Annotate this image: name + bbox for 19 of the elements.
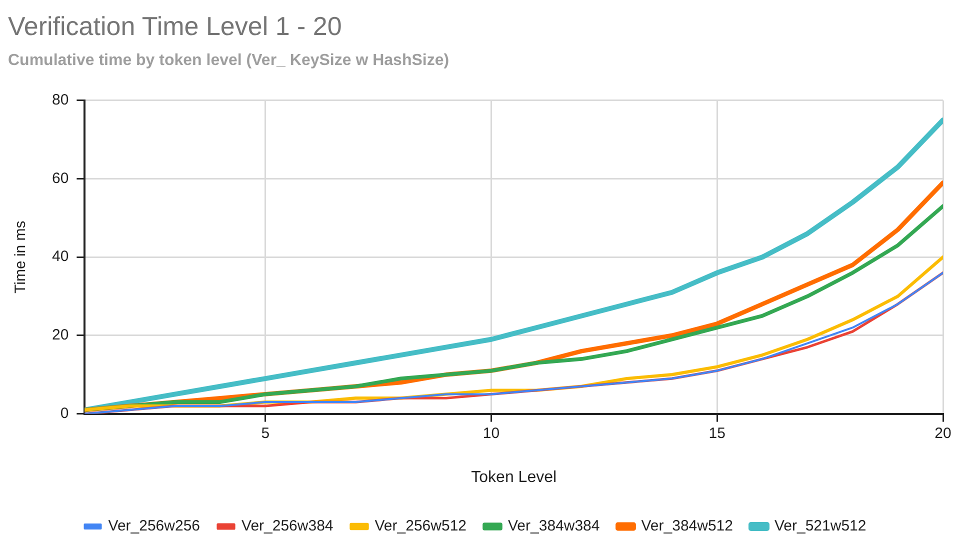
- x-axis-title: Token Level: [471, 468, 557, 486]
- legend-label: Ver_521w512: [774, 518, 866, 535]
- y-tick-label: 20: [52, 326, 69, 344]
- chart-subtitle: Cumulative time by token level (Ver_ KeySize w HashSize): [8, 52, 450, 70]
- x-tick-label: 20: [934, 424, 952, 442]
- y-axis-title: Time in ms: [12, 220, 30, 294]
- legend-label: Ver_256w384: [242, 518, 334, 535]
- y-tick-label: 40: [52, 248, 69, 266]
- x-tick-label: 10: [482, 424, 500, 442]
- y-tick-label: 0: [60, 404, 69, 422]
- legend-label: Ver_384w384: [508, 518, 600, 535]
- chart-title: Verification Time Level 1 - 20: [8, 10, 342, 41]
- legend-label: Ver_256w512: [374, 518, 467, 535]
- y-tick-label: 60: [52, 170, 69, 187]
- x-tick-label: 15: [708, 424, 726, 442]
- legend-label: Ver_384w512: [641, 518, 733, 535]
- x-tick-label: 5: [261, 424, 270, 442]
- y-tick-label: 80: [52, 92, 69, 109]
- legend-label: Ver_256w256: [108, 518, 200, 535]
